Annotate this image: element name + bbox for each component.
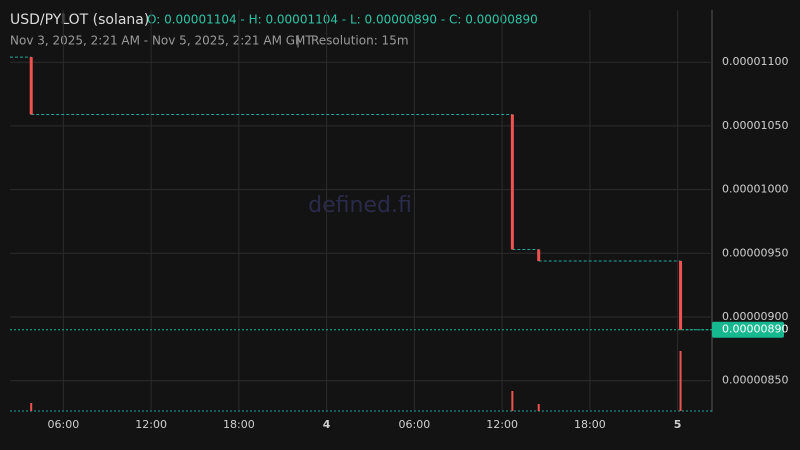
x-tick-label: 4 [323, 418, 331, 431]
candle-body [537, 249, 541, 261]
watermark: defined.fi [308, 193, 412, 218]
y-tick-label: 0.00001100 [722, 55, 788, 68]
x-tick-label: 18:00 [223, 418, 255, 431]
x-tick-label: 18:00 [574, 418, 606, 431]
separator: | [296, 34, 300, 48]
last-price-box [712, 321, 784, 338]
x-tick-label: 5 [674, 418, 682, 431]
last-price-label: 0.00000890 [722, 323, 788, 336]
volume-bar [537, 404, 540, 411]
volume-bar [511, 391, 514, 411]
candle-body [679, 260, 683, 330]
y-tick-label: 0.00001050 [722, 119, 788, 132]
x-tick-label: 06:00 [48, 418, 80, 431]
y-tick-label: 0.00000900 [722, 310, 788, 323]
chart-title: USD/PYLOT (solana) [10, 12, 149, 28]
candle-body [29, 57, 33, 115]
x-tick-label: 12:00 [135, 418, 167, 431]
y-tick-label: 0.00000950 [722, 246, 788, 259]
subtitle: Nov 3, 2025, 2:21 AM - Nov 5, 2025, 2:21… [10, 34, 313, 48]
volume-bar [30, 403, 33, 411]
candle-body [510, 114, 514, 250]
x-tick-label: 06:00 [399, 418, 431, 431]
resolution: Resolution: 15m [311, 34, 409, 48]
volume-bar [679, 351, 682, 411]
ohlc: O: 0.00001104 - H: 0.00001104 - L: 0.000… [147, 13, 538, 27]
y-tick-label: 0.00001000 [722, 183, 788, 196]
y-tick-label: 0.00000850 [722, 374, 788, 387]
x-tick-label: 12:00 [486, 418, 518, 431]
